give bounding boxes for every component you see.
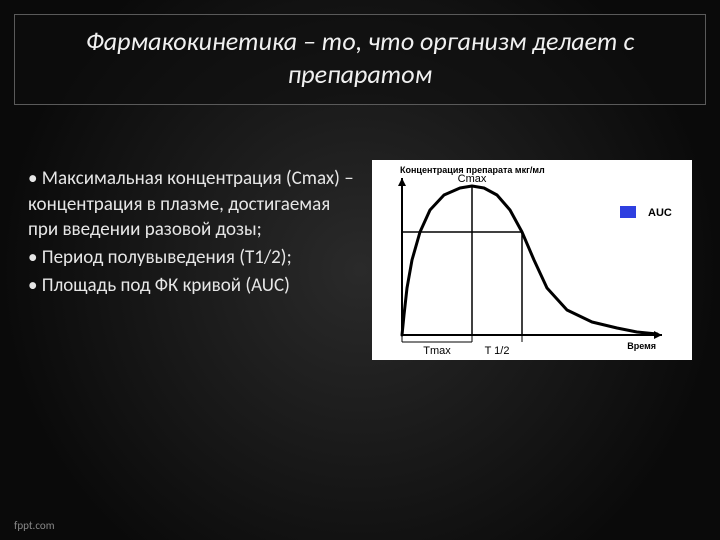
pk-chart: Концентрация препарата мкг/млВремяCmaxTm…	[372, 160, 692, 360]
svg-text:Tmax: Tmax	[423, 345, 451, 357]
slide-title: Фармакокинетика – то, что организм делае…	[35, 25, 685, 90]
title-box: Фармакокинетика – то, что организм делае…	[14, 14, 706, 105]
bullet-item: • Период полувыведения (Т1/2);	[28, 245, 354, 271]
chart-svg: Концентрация препарата мкг/млВремяCmaxTm…	[372, 160, 692, 360]
bullet-item: • Максимальная концентрация (Cmax) – кон…	[28, 166, 354, 243]
bullet-item: • Площадь под ФК кривой (AUC)	[28, 273, 354, 299]
bullet-text: Период полувыведения (Т1/2);	[42, 246, 292, 269]
svg-text:T 1/2: T 1/2	[485, 345, 510, 357]
bullet-text: Максимальная концентрация (Cmax) – конце…	[28, 167, 354, 241]
footer-credit: fppt.com	[14, 519, 54, 532]
content-row: • Максимальная концентрация (Cmax) – кон…	[28, 160, 692, 360]
svg-text:Cmax: Cmax	[458, 173, 487, 185]
bullet-list: • Максимальная концентрация (Cmax) – кон…	[28, 160, 354, 360]
svg-text:AUC: AUC	[648, 207, 672, 219]
svg-text:Время: Время	[627, 341, 656, 351]
bullet-text: Площадь под ФК кривой (AUC)	[42, 274, 290, 297]
